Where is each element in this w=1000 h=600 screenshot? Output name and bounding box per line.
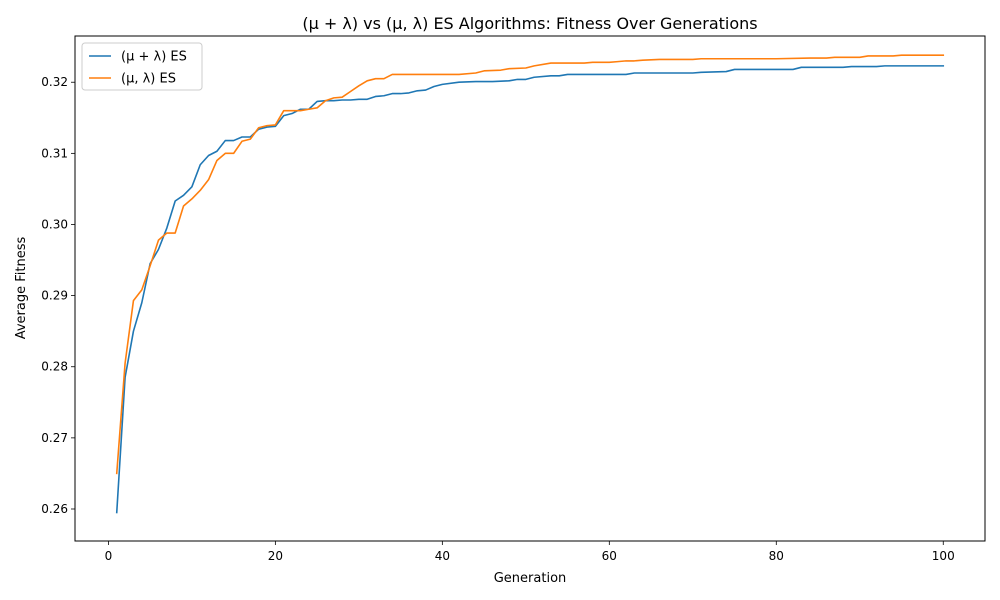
y-tick-label: 0.31 [41, 146, 68, 160]
y-axis-ticks: 0.26 0.27 0.28 0.29 0.30 0.31 0.32 [41, 75, 75, 516]
y-tick-label: 0.28 [41, 360, 68, 374]
plot-frame [74, 35, 986, 542]
y-tick-label: 0.27 [41, 431, 68, 445]
legend-box [81, 42, 203, 91]
x-tick-label: 80 [769, 549, 784, 563]
y-tick-label: 0.32 [41, 75, 68, 89]
x-tick-label: 100 [932, 549, 955, 563]
x-axis-ticks: 0 20 40 60 80 100 [105, 541, 955, 563]
x-tick-label: 20 [268, 549, 283, 563]
x-tick-label: 40 [435, 549, 450, 563]
y-axis-label: Average Fitness [14, 237, 29, 340]
series-layer [115, 54, 945, 514]
x-tick-label: 60 [602, 549, 617, 563]
x-tick-label: 0 [105, 549, 113, 563]
legend-label-mu-plus-lambda: (μ + λ) ES [121, 50, 187, 65]
x-axis-label: Generation [494, 571, 567, 586]
chart-title: (μ + λ) vs (μ, λ) ES Algorithms: Fitness… [302, 14, 757, 33]
series-line-0 [115, 65, 945, 514]
y-tick-label: 0.26 [41, 502, 68, 516]
legend-label-mu-comma-lambda: (μ, λ) ES [121, 72, 176, 87]
series-line-1 [115, 54, 945, 475]
y-tick-label: 0.29 [41, 289, 68, 303]
y-tick-label: 0.30 [41, 217, 68, 231]
legend: (μ + λ) ES (μ, λ) ES [81, 42, 203, 91]
